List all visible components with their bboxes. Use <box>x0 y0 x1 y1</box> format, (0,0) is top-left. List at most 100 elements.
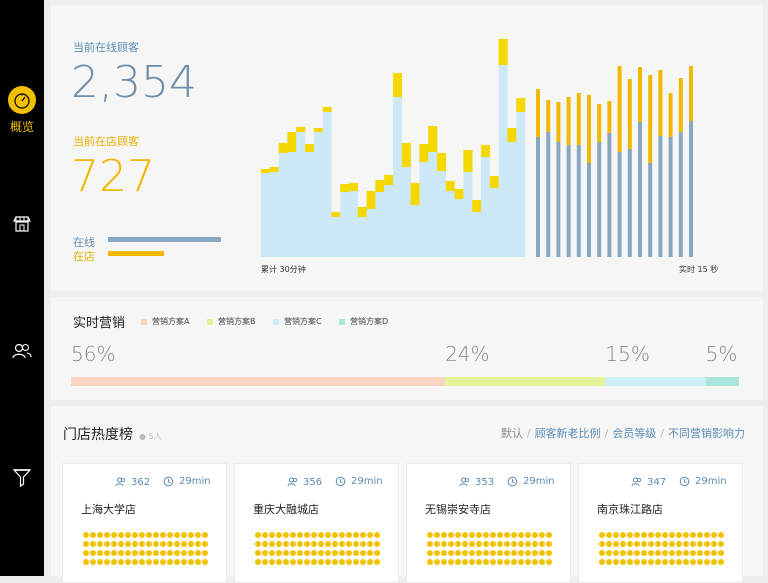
realtime-store-bar <box>576 93 581 145</box>
heat-dot <box>297 532 303 538</box>
heat-dot <box>662 550 668 556</box>
cumulative-online-bar <box>296 132 306 257</box>
heat-dot <box>427 532 433 538</box>
dwell-time: 29min <box>335 476 383 487</box>
heat-dot <box>648 532 654 538</box>
dwell-time: 29min <box>163 476 211 487</box>
cumulative-store-bar <box>463 150 473 172</box>
legend-label: 营销方案D <box>350 317 389 326</box>
heat-dot <box>441 559 447 565</box>
heat-dot <box>455 541 461 547</box>
marketing-segment <box>445 377 606 386</box>
heat-dot <box>613 532 619 538</box>
heat-dot <box>276 532 282 538</box>
users-icon <box>459 477 470 487</box>
heat-dot <box>662 532 668 538</box>
heat-dot <box>97 541 103 547</box>
legend-item-a: 营销方案A <box>141 316 189 327</box>
heat-dot <box>539 532 545 538</box>
marketing-percentage: 15% <box>605 342 650 366</box>
sort-option-marketing-impact[interactable]: 不同营销影响力 <box>668 427 745 440</box>
heat-dot <box>202 559 208 565</box>
clock-icon <box>335 476 346 487</box>
heat-dot <box>118 541 124 547</box>
heat-dot <box>367 532 373 538</box>
heat-dot <box>167 550 173 556</box>
cumulative-online-bar <box>489 188 499 257</box>
sort-option-default[interactable]: 默认 <box>500 427 523 440</box>
heat-dot <box>476 532 482 538</box>
cumulative-online-bar <box>269 172 279 257</box>
heat-dot <box>90 550 96 556</box>
marketing-segment <box>71 377 446 386</box>
heat-dot <box>188 532 194 538</box>
cumulative-store-bar <box>287 132 297 152</box>
heat-dot <box>195 532 201 538</box>
heat-dot <box>111 532 117 538</box>
heat-dot <box>606 541 612 547</box>
cumulative-online-bar <box>437 171 447 257</box>
nav-item-overview[interactable]: 概览 <box>0 86 44 135</box>
cumulative-store-bar <box>489 176 499 188</box>
heat-dot <box>469 550 475 556</box>
heat-dot <box>353 541 359 547</box>
heat-dot <box>455 559 461 565</box>
cumulative-store-bar <box>419 144 429 162</box>
heat-dot <box>160 541 166 547</box>
store-card[interactable]: 356 29min 重庆大融城店 <box>234 463 399 583</box>
heat-dot <box>711 550 717 556</box>
heat-dot <box>634 541 640 547</box>
heat-dot <box>483 541 489 547</box>
nav-item-stores[interactable] <box>0 214 44 240</box>
heat-dot <box>297 550 303 556</box>
heat-dot <box>648 559 654 565</box>
realtime-store-bar <box>546 100 551 132</box>
heat-dot <box>283 532 289 538</box>
visitor-count-value: 353 <box>475 476 495 488</box>
store-card[interactable]: 353 29min 无锡崇安寺店 <box>406 463 571 583</box>
store-ranking-title: 门店热度榜 <box>63 427 133 443</box>
nav-item-customers[interactable] <box>0 340 44 366</box>
cumulative-store-bar <box>454 189 464 199</box>
clock-icon <box>679 476 690 487</box>
heat-dot <box>704 541 710 547</box>
cumulative-store-bar <box>472 200 482 212</box>
instore-customers-value: 727 <box>71 151 155 202</box>
heat-dot <box>497 559 503 565</box>
heat-dot <box>311 559 317 565</box>
heat-dot <box>648 550 654 556</box>
heat-dot <box>339 541 345 547</box>
heat-dot <box>532 550 538 556</box>
marketing-segment <box>705 377 739 386</box>
sort-option-new-old-ratio[interactable]: 顾客新老比例 <box>534 427 601 440</box>
heat-dot <box>676 559 682 565</box>
sort-option-member-level[interactable]: 会员等级 <box>612 427 657 440</box>
heat-dot <box>511 550 517 556</box>
heat-dot <box>546 532 552 538</box>
heat-dot <box>346 550 352 556</box>
heat-dot <box>546 559 552 565</box>
heat-dot <box>697 541 703 547</box>
heat-dot <box>704 532 710 538</box>
store-card[interactable]: 362 29min 上海大学店 <box>62 463 227 583</box>
heat-dot <box>118 550 124 556</box>
heat-dot <box>146 559 152 565</box>
heat-dot <box>718 559 724 565</box>
heat-dot <box>104 532 110 538</box>
heat-dot <box>325 550 331 556</box>
cumulative-online-bar <box>305 152 315 257</box>
store-card[interactable]: 347 29min 南京珠江路店 <box>578 463 743 583</box>
heat-dot <box>83 559 89 565</box>
realtime-online-bar <box>536 137 540 257</box>
heat-dot <box>613 550 619 556</box>
heat-dot <box>434 559 440 565</box>
heat-dot <box>434 541 440 547</box>
heat-dot <box>160 559 166 565</box>
realtime-online-bar <box>566 145 571 257</box>
nav-item-funnel[interactable] <box>0 466 44 492</box>
heat-dot <box>111 541 117 547</box>
heat-dot <box>139 550 145 556</box>
heat-dot <box>525 559 531 565</box>
legend-item-b: 营销方案B <box>207 316 256 327</box>
heat-dot <box>325 532 331 538</box>
